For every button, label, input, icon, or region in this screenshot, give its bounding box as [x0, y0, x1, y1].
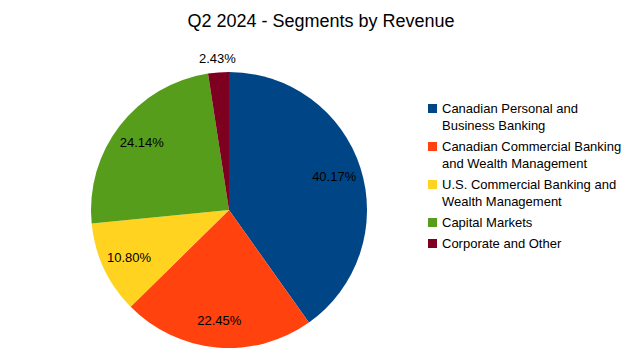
title: Q2 2024 - Segments by Revenue	[187, 11, 454, 31]
legend-line: Wealth Management	[442, 194, 562, 209]
data-label: 40.17%	[312, 169, 357, 184]
slices	[91, 72, 367, 348]
data-label: 2.43%	[199, 51, 236, 66]
legend-swatch	[428, 104, 437, 113]
slice	[91, 74, 229, 224]
legend-swatch	[428, 218, 437, 227]
legend-swatch	[428, 180, 437, 189]
legend-line: Canadian Commercial Banking	[442, 139, 621, 154]
legend-swatch	[428, 142, 437, 151]
legend-label: Capital Markets	[442, 215, 533, 230]
legend: Canadian Personal andBusiness BankingCan…	[428, 101, 621, 251]
legend-label: Canadian Personal and Business Banking	[442, 101, 578, 133]
slice	[92, 210, 229, 307]
legend-label: Corporate and Other	[442, 236, 562, 251]
legend-swatch	[428, 239, 437, 248]
legend-label: U.S. Commercial Banking and Wealth Manage…	[442, 177, 616, 209]
legend-line: Capital Markets	[442, 215, 533, 230]
legend-line: and Wealth Management	[442, 156, 587, 171]
legend-line: Business Banking	[442, 118, 545, 133]
background	[0, 0, 640, 356]
legend-line: Canadian Personal and	[442, 101, 578, 116]
data-label: 24.14%	[120, 135, 165, 150]
data-label: 22.45%	[197, 313, 242, 328]
data-label: 10.80%	[107, 250, 152, 265]
legend-line: U.S. Commercial Banking and	[442, 177, 616, 192]
legend-label: Canadian Commercial Banking and Wealth Ma…	[442, 139, 621, 171]
data-labels: 40.17% 22.45% 10.80% 24.14% 2.43%	[107, 51, 357, 328]
legend-line: Corporate and Other	[442, 236, 562, 251]
chart: Q2 2024 - Segments by Revenue 40.17% 22.45…	[0, 0, 640, 356]
slice	[208, 72, 229, 210]
